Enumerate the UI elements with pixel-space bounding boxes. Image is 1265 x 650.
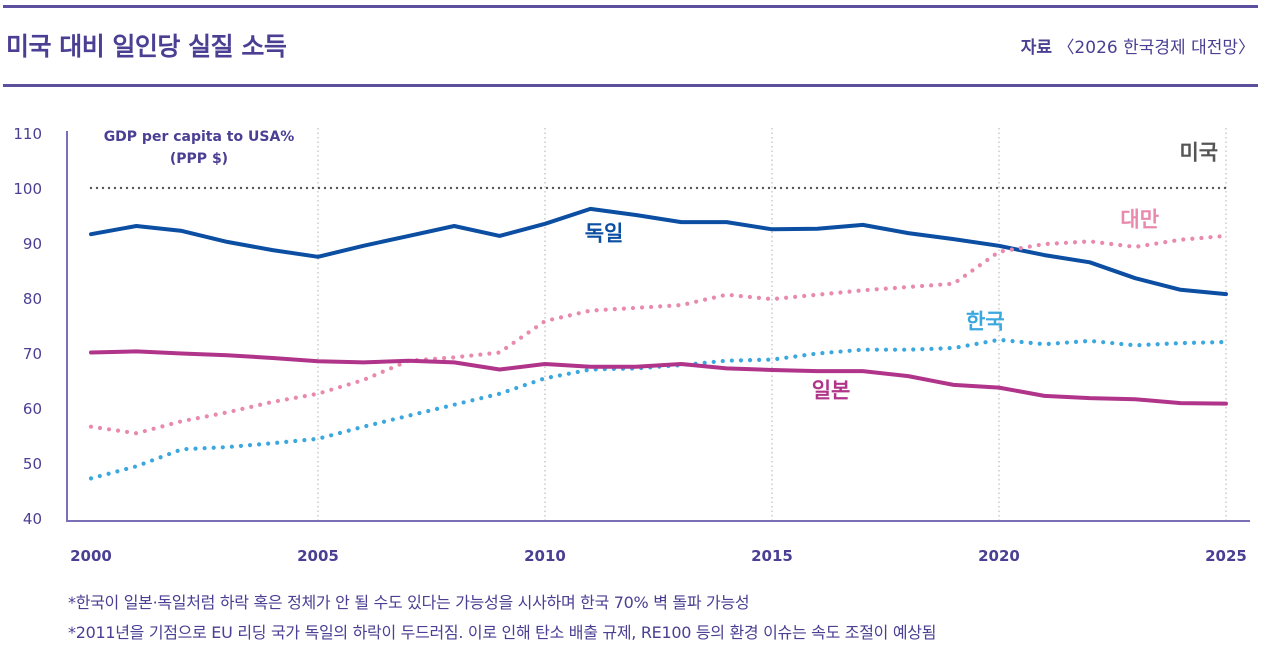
source-label: 자료 xyxy=(1020,38,1053,58)
source-text: 〈2026 한국경제 대전망〉 xyxy=(1057,38,1255,58)
series-line-germany xyxy=(89,206,1228,297)
y-tick-label-80: 80 xyxy=(23,290,42,308)
series-label-usa: 미국 xyxy=(1179,140,1218,164)
x-tick-label-2010: 2010 xyxy=(524,547,566,565)
top-rule xyxy=(3,5,1258,8)
x-tick-label-2020: 2020 xyxy=(978,547,1020,565)
x-tick-label-2005: 2005 xyxy=(297,547,339,565)
y-tick-label-50: 50 xyxy=(23,455,42,473)
series-label-japan: 일본 xyxy=(812,379,851,403)
series-group xyxy=(88,186,1229,481)
x-tick-label-2000: 2000 xyxy=(70,547,112,565)
y-tick-label-100: 100 xyxy=(13,180,42,198)
y-tick-label-60: 60 xyxy=(23,400,42,418)
series-label-taiwan: 대만 xyxy=(1120,208,1159,232)
footnote-1: *한국이 일본·독일처럼 하락 혹은 정체가 안 될 수도 있다는 가능성을 시… xyxy=(68,593,750,612)
y-tick-label-40: 40 xyxy=(23,510,42,528)
footnote-2: *2011년을 기점으로 EU 리딩 국가 독일의 하락이 두드러짐. 이로 인… xyxy=(68,623,937,642)
series-line-korea xyxy=(88,337,1229,481)
y-tick-label-90: 90 xyxy=(23,235,42,253)
x-tick-label-2025: 2025 xyxy=(1205,547,1247,565)
grid-lines xyxy=(317,128,1227,520)
x-tick-label-2015: 2015 xyxy=(751,547,793,565)
y-axis-label-line1: GDP per capita to USA% xyxy=(104,129,295,145)
y-tick-label-70: 70 xyxy=(23,345,42,363)
x-tick-labels: 2000 2005 2010 2015 2020 2025 xyxy=(70,547,1247,565)
page-title: 미국 대비 일인당 실질 소득 xyxy=(6,32,287,61)
y-tick-label-110: 110 xyxy=(13,125,42,143)
series-line-japan xyxy=(89,349,1228,406)
header-rule xyxy=(3,84,1258,87)
source-caption: 자료 〈2026 한국경제 대전망〉 xyxy=(1021,33,1255,58)
y-tick-labels: 40 50 60 70 80 90 100 110 xyxy=(13,125,42,528)
series-line-taiwan xyxy=(88,233,1229,436)
axes xyxy=(66,131,1250,522)
y-axis-label-line2: (PPP $) xyxy=(170,151,228,167)
series-label-germany: 독일 xyxy=(585,221,624,245)
series-label-korea: 한국 xyxy=(966,309,1005,333)
